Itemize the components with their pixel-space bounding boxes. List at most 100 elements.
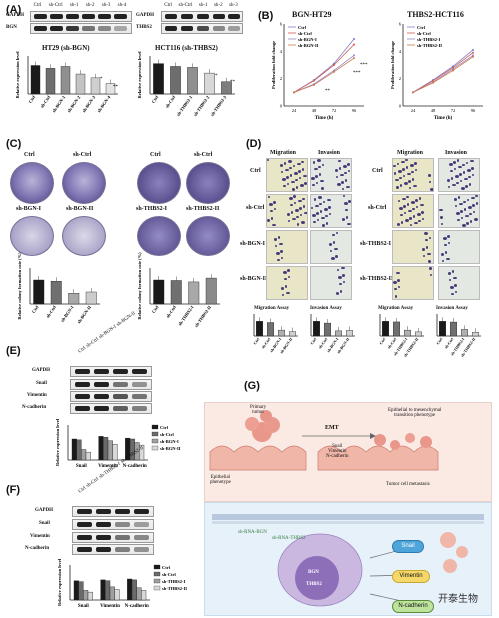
transwell-image [310, 194, 352, 228]
x-tick-label: Ctrl [28, 94, 37, 104]
x-tick-label: 72 [332, 108, 337, 113]
blot-row-label: GAPDH [6, 13, 25, 18]
y-axis-label: Relative expression level [15, 51, 20, 99]
data-point [452, 69, 454, 72]
legend-label: sh-Ctrl [162, 572, 176, 577]
blot-strip-gapdh [30, 11, 132, 22]
dish-label: sh-BGN-II [66, 206, 94, 212]
blot-row-label: Snail [39, 521, 50, 526]
x-tick-label: 72 [451, 108, 456, 113]
cell-dot [408, 210, 412, 212]
cell-dot [453, 277, 457, 279]
cell-dot [287, 183, 289, 185]
cell-dot [282, 178, 286, 181]
x-tick-label: Snail [76, 464, 87, 469]
cell-dot [293, 195, 296, 198]
x-tick-label: sh-Ctrl [260, 336, 272, 350]
lane-label: sh-3 [229, 3, 238, 8]
cell-dot [322, 164, 324, 166]
transwell-image [438, 194, 480, 228]
y-tick-label: 4 [399, 49, 402, 54]
cell-dot [408, 180, 411, 183]
cell-dot [415, 169, 417, 171]
x-axis-label: Time (h) [434, 116, 453, 121]
cell-dot [289, 197, 293, 200]
y-axis-label: Relative colony formation rate (%) [137, 252, 142, 320]
cell-dot [318, 166, 321, 168]
cell-dot [295, 209, 299, 212]
x-tick-label: 24 [411, 108, 416, 113]
nucleus-thbs2: THBS2 [306, 582, 322, 587]
cell-dot [397, 163, 399, 165]
blot-strip [72, 532, 154, 543]
cell-dot [280, 250, 283, 253]
x-axis-label: Time (h) [315, 116, 334, 121]
legend-swatch [153, 585, 161, 591]
lane-label: sh-Ctrl [48, 3, 63, 8]
epithelial-label: Epithelial phenotype [210, 475, 231, 485]
y-axis-label: Relative expression level [137, 51, 142, 99]
dish-label: Ctrl [150, 152, 161, 158]
cell-dot [339, 167, 341, 170]
cell-dot [302, 168, 304, 171]
cell-dot [302, 198, 305, 200]
sig-star: ** [230, 80, 236, 85]
chart-title-d: Invasion Assay [436, 306, 468, 311]
cell-dot [465, 215, 469, 217]
panel-label-e: (E) [6, 345, 21, 357]
cell-dot [446, 258, 450, 260]
cell-dot [450, 286, 454, 289]
cell-dot [342, 188, 344, 190]
cell-dot [341, 267, 345, 269]
cell-dot [414, 162, 417, 165]
lane-label: sh-3 [101, 3, 111, 8]
cell-dot [277, 259, 280, 261]
data-point [353, 54, 355, 57]
cell-dot [406, 166, 408, 169]
cell-dot [335, 169, 338, 172]
cell-dot [327, 199, 331, 201]
cell-dot [342, 274, 345, 277]
cell-dot [296, 186, 298, 189]
cell-dot [464, 178, 468, 180]
legend-label: sh-THBS2-I [162, 579, 186, 584]
cell-dot [447, 235, 450, 238]
cell-dot [441, 223, 443, 225]
cell-dot [469, 213, 472, 215]
transwell-image [392, 266, 434, 300]
sig-star: *** [360, 63, 368, 68]
cell-dot [342, 218, 345, 221]
row-label: sh-BGN-II [240, 276, 268, 282]
cell-dot [268, 196, 270, 198]
cell-dot [320, 180, 324, 182]
cell-dot [330, 250, 332, 252]
cell-dot [472, 204, 475, 207]
legend-label: sh-THBS2-II [162, 586, 187, 591]
blot-strip-gapdh-right [161, 11, 243, 22]
cell-dot [312, 184, 315, 186]
cell-dot [444, 244, 447, 246]
sig-star: * [100, 77, 103, 82]
cell-dot [462, 164, 465, 166]
transition-label: Epithelial to mesenchymal transition phe… [388, 408, 442, 418]
cell-dot [441, 253, 444, 256]
x-tick-label: Ctrl [31, 304, 40, 314]
cell-dot [286, 292, 290, 294]
blot-row-label: THBS2 [136, 25, 152, 30]
cell-dot [429, 267, 432, 270]
legend-label: sh-BGN-II [160, 446, 181, 451]
cell-dot [296, 216, 299, 218]
row-label: Ctrl [372, 168, 383, 174]
cell-dot [290, 204, 293, 206]
cell-dot [469, 183, 471, 186]
cell-dot [281, 257, 283, 259]
cell-dot [271, 217, 273, 220]
cell-dot [337, 183, 341, 186]
dish-label: sh-Ctrl [73, 152, 92, 158]
legend-label: sh-Ctrl [298, 31, 312, 36]
cell-dot [476, 202, 478, 205]
bar [114, 589, 120, 601]
cell-dot [454, 284, 457, 287]
cell-dot [393, 281, 397, 284]
row-label: sh-Ctrl [246, 205, 265, 211]
